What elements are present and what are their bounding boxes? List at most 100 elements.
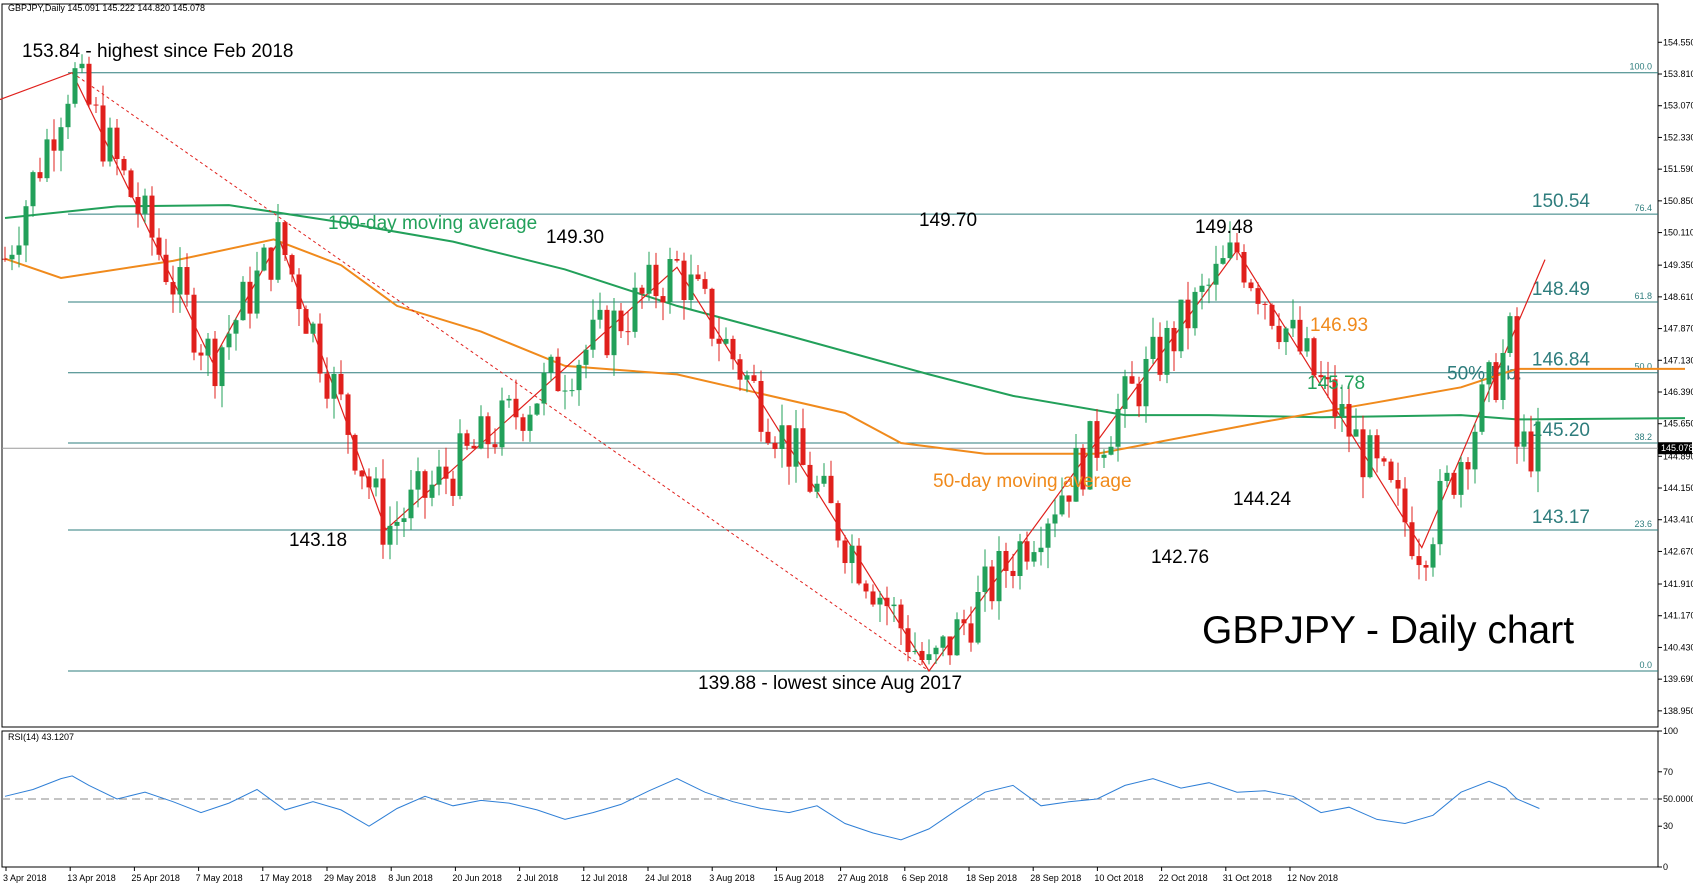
candle-body (1283, 328, 1289, 343)
candle-body (128, 170, 134, 198)
candle-body (261, 247, 267, 271)
candle-body (1486, 362, 1492, 385)
candle-body (548, 356, 554, 373)
candle-body (940, 636, 946, 648)
candle-body (37, 172, 43, 179)
rsi-tick-label: 100 (1663, 726, 1678, 736)
rsi-tick-label: 0 (1663, 862, 1668, 872)
x-tick-label: 7 May 2018 (196, 873, 243, 883)
candle-body (275, 222, 281, 280)
candle-body (1024, 541, 1030, 562)
candle-body (660, 296, 666, 303)
annotation-label: 100-day moving average (328, 213, 537, 234)
candle-body (338, 373, 344, 395)
candle-body (1535, 421, 1541, 472)
candle-body (569, 390, 575, 392)
candle-body (359, 470, 365, 477)
candle-body (191, 294, 197, 353)
candle-body (1423, 565, 1429, 568)
series-line-0 (4, 204, 1686, 421)
candle-body (1248, 282, 1254, 289)
candle-body (877, 597, 883, 605)
candle-body (632, 287, 638, 332)
candle-body (730, 338, 736, 360)
price-tick-label: 143.410 (1663, 515, 1693, 525)
candle-body (1192, 291, 1198, 329)
fib-level-label: 143.17 (1532, 507, 1590, 528)
annotation-label: 149.48 (1195, 217, 1253, 238)
candle-body (219, 347, 225, 387)
series-line-2 (0, 71, 1546, 673)
price-tick-label: 150.850 (1663, 196, 1693, 206)
current-price-badge (1658, 442, 1692, 455)
fib-level-pct: 38.2 (1634, 432, 1652, 442)
x-tick-label: 17 May 2018 (260, 873, 312, 883)
price-tick-label: 145.650 (1663, 419, 1693, 429)
candle-body (1003, 550, 1009, 571)
candle-body (100, 105, 106, 162)
candle-body (492, 444, 498, 448)
candle-body (226, 333, 232, 348)
candle-body (562, 390, 568, 392)
candle-body (380, 478, 386, 545)
candle-body (898, 604, 904, 629)
fib-level-pct: 23.6 (1634, 519, 1652, 529)
candle-body (436, 466, 442, 485)
candle-body (954, 619, 960, 656)
candle-body (401, 518, 407, 522)
candle-body (1325, 377, 1331, 380)
annotation-label: 149.30 (546, 227, 604, 248)
fib-level-pct: 0.0 (1639, 660, 1652, 670)
x-tick-label: 25 Apr 2018 (131, 873, 180, 883)
price-tick-label: 151.590 (1663, 164, 1693, 174)
candle-body (1402, 488, 1408, 523)
x-tick-label: 29 May 2018 (324, 873, 376, 883)
price-tick-label: 154.550 (1663, 37, 1693, 47)
candle-body (1185, 299, 1191, 329)
x-tick-label: 27 Aug 2018 (838, 873, 889, 883)
candle-body (478, 416, 484, 449)
fib-level-label: 148.49 (1532, 279, 1590, 300)
annotation-label: 50-day moving average (933, 471, 1132, 492)
candle-body (254, 270, 260, 314)
price-tick-label: 147.130 (1663, 355, 1693, 365)
candle-body (583, 349, 589, 365)
candle-body (1444, 472, 1450, 481)
x-tick-label: 3 Apr 2018 (3, 873, 47, 883)
candle-body (597, 309, 603, 320)
x-tick-label: 22 Oct 2018 (1159, 873, 1208, 883)
candle-body (471, 445, 477, 449)
candle-body (387, 525, 393, 545)
candle-body (1311, 338, 1317, 376)
candle-body (1087, 421, 1093, 490)
annotation-label: 144.24 (1233, 489, 1292, 510)
candle-body (814, 483, 820, 492)
candle-body (989, 566, 995, 602)
candle-body (786, 425, 792, 467)
candle-body (464, 433, 470, 446)
candle-body (1178, 299, 1184, 352)
candle-body (821, 475, 827, 484)
x-tick-label: 31 Oct 2018 (1223, 873, 1272, 883)
candle-body (205, 338, 211, 356)
candle-body (1108, 446, 1114, 455)
candle-body (184, 267, 190, 295)
fib-level-pct: 61.8 (1634, 291, 1652, 301)
candle-body (1241, 251, 1247, 283)
candle-body (303, 309, 309, 334)
candle-body (415, 471, 421, 490)
candle-body (1038, 547, 1044, 553)
candle-body (1262, 303, 1268, 305)
candle-body (1010, 570, 1016, 577)
candle-body (1164, 327, 1170, 375)
x-tick-label: 28 Sep 2018 (1030, 873, 1081, 883)
candle-body (555, 356, 561, 392)
candle-body (485, 416, 491, 445)
candle-body (513, 398, 519, 418)
candle-body (107, 127, 113, 162)
price-tick-label: 139.690 (1663, 674, 1693, 684)
candle-body (1255, 288, 1261, 304)
x-tick-label: 2 Jul 2018 (517, 873, 559, 883)
candle-body (2, 258, 8, 260)
candle-body (1150, 336, 1156, 359)
